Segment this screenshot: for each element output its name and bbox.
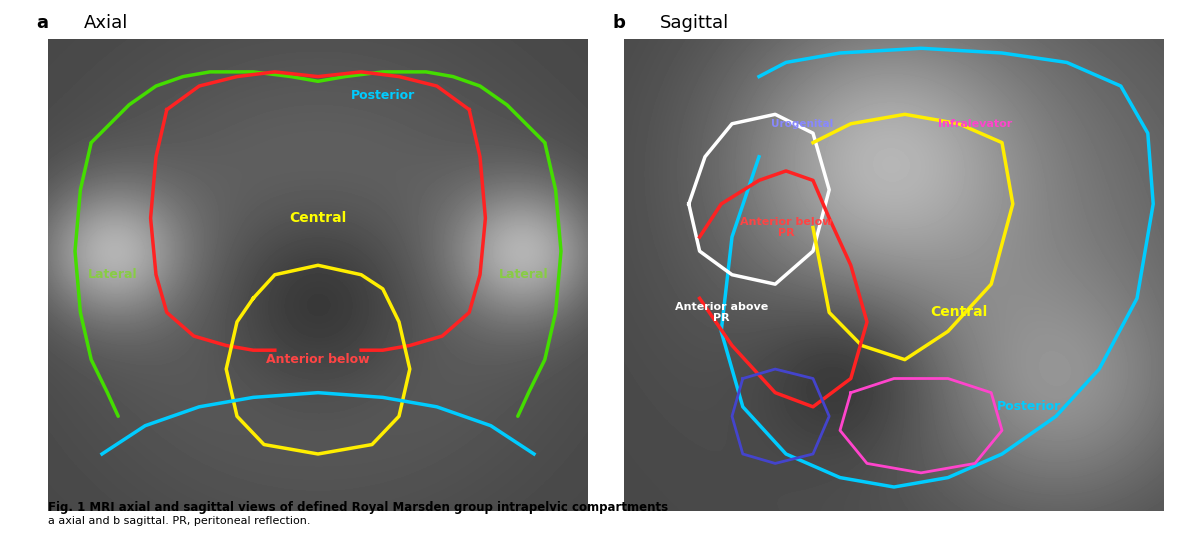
Text: Sagittal: Sagittal <box>660 14 730 32</box>
Text: Lateral: Lateral <box>498 268 548 281</box>
Text: Infralevator: Infralevator <box>938 119 1012 129</box>
Text: Axial: Axial <box>84 14 128 32</box>
Text: a axial and b sagittal. PR, peritoneal reflection.: a axial and b sagittal. PR, peritoneal r… <box>48 517 311 527</box>
Text: Fig. 1 MRI axial and sagittal views of defined Royal Marsden group intrapelvic c: Fig. 1 MRI axial and sagittal views of d… <box>48 501 668 513</box>
Text: Posterior: Posterior <box>350 89 415 102</box>
Text: Anterior below: Anterior below <box>266 353 370 366</box>
Text: Central: Central <box>930 305 988 320</box>
Text: Anterior above
PR: Anterior above PR <box>674 302 768 323</box>
Text: Posterior: Posterior <box>997 400 1061 413</box>
Text: Urogenital: Urogenital <box>772 119 833 129</box>
Text: b: b <box>612 14 625 32</box>
Text: Anterior below
PR: Anterior below PR <box>739 217 833 238</box>
Text: a: a <box>36 14 48 32</box>
Text: Central: Central <box>289 211 347 225</box>
Text: Lateral: Lateral <box>88 268 138 281</box>
